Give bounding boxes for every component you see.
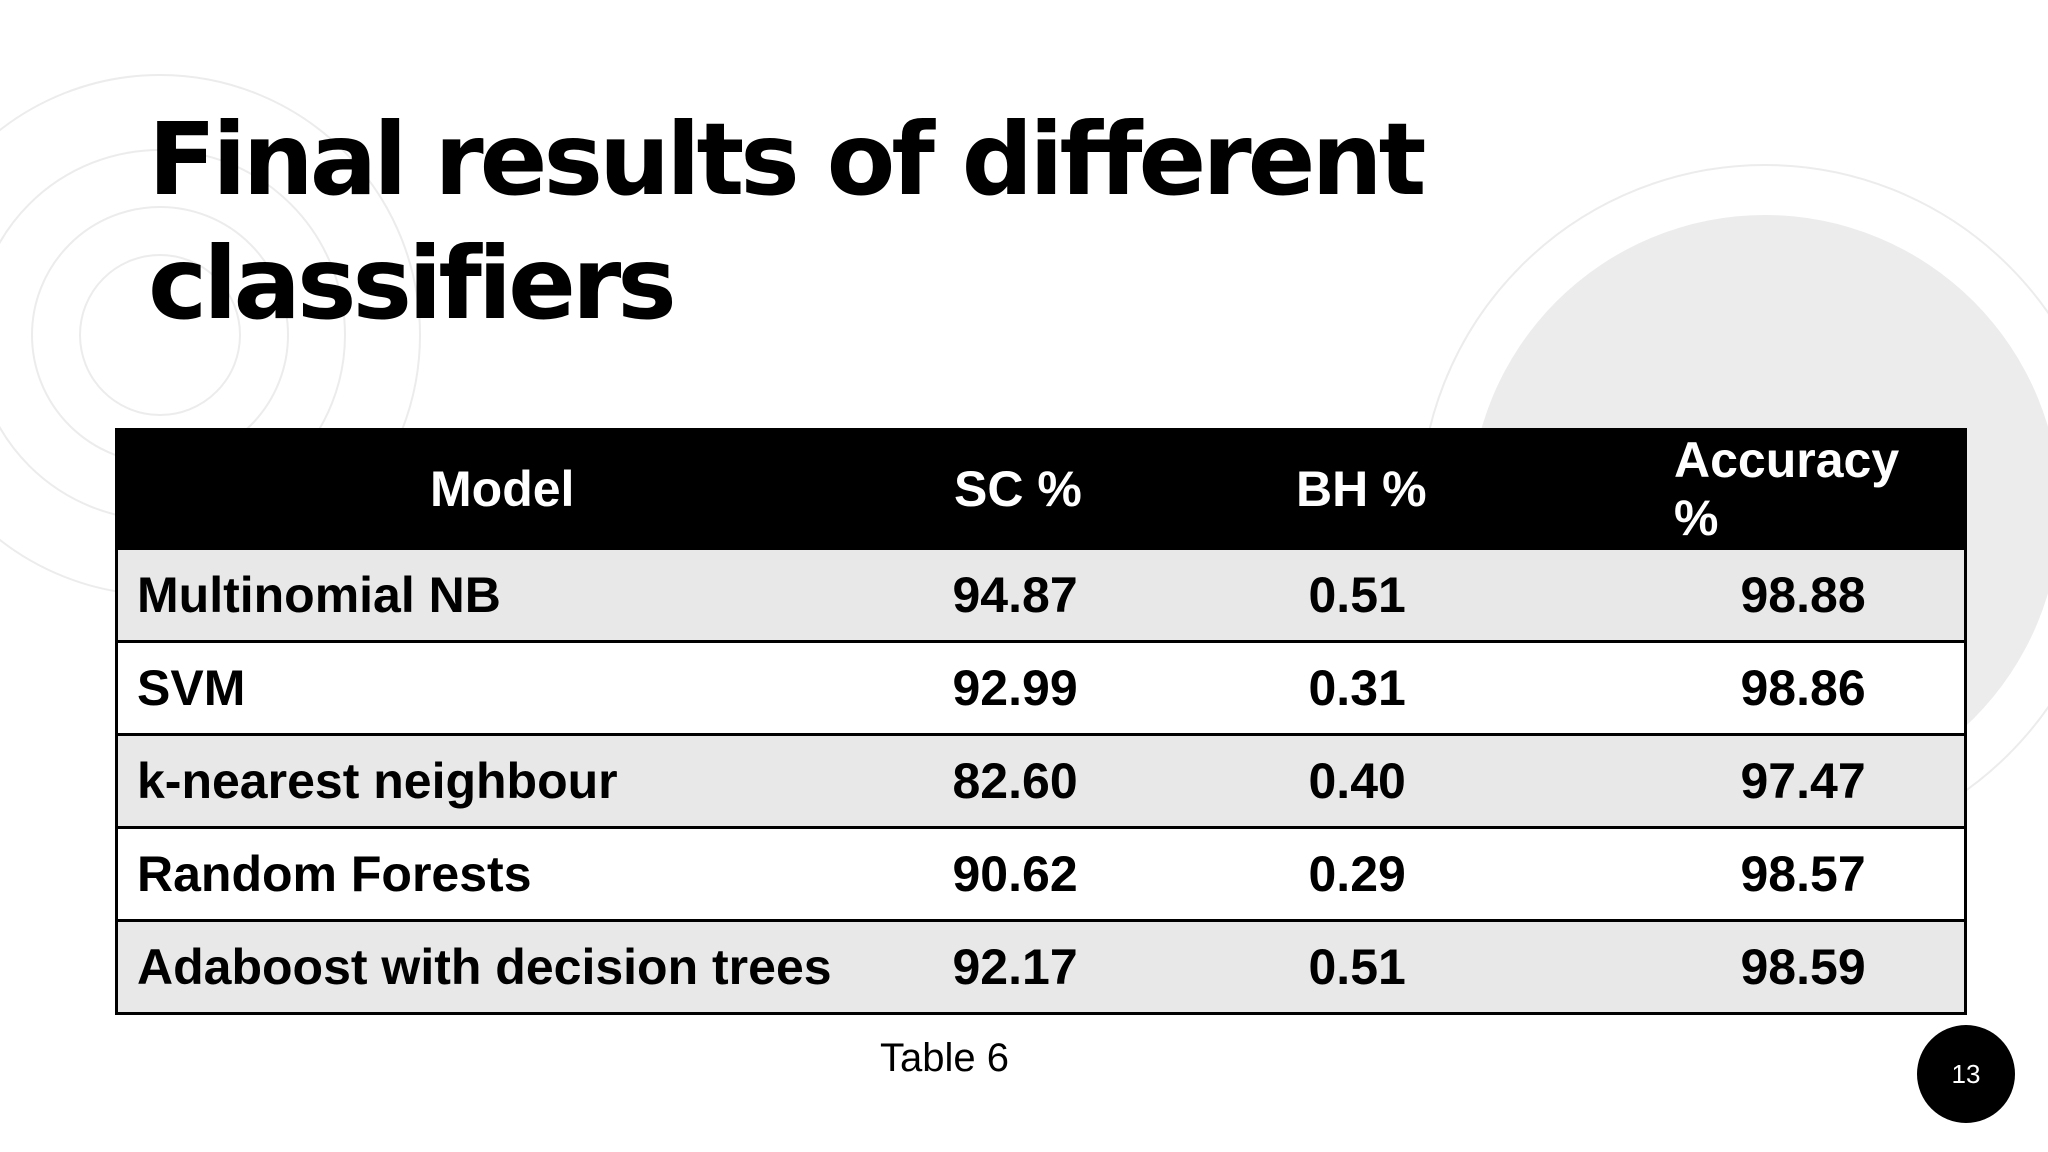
- model-cell: Multinomial NB: [115, 547, 937, 643]
- table-header-row: Model SC % BH % Accuracy %: [115, 428, 1967, 550]
- table-row: SVM 92.99 0.31 98.86: [115, 640, 1967, 736]
- sc-cell: 82.60: [936, 733, 1237, 829]
- accuracy-cell: 98.86: [1656, 640, 1967, 736]
- table-row: Random Forests 90.62 0.29 98.57: [115, 826, 1967, 922]
- column-header-bh: BH %: [1235, 428, 1658, 550]
- table-row: Multinomial NB 94.87 0.51 98.88: [115, 547, 1967, 643]
- sc-cell: 92.99: [936, 640, 1237, 736]
- accuracy-cell: 98.57: [1656, 826, 1967, 922]
- column-header-accuracy: Accuracy %: [1655, 428, 1967, 550]
- sc-cell: 92.17: [936, 919, 1237, 1015]
- bh-cell: 0.29: [1236, 826, 1657, 922]
- page-number: 13: [1951, 1058, 1981, 1089]
- model-cell: Adaboost with decision trees: [115, 919, 937, 1015]
- column-header-sc: SC %: [935, 428, 1238, 550]
- accuracy-cell: 98.88: [1656, 547, 1967, 643]
- column-header-model: Model: [115, 428, 938, 550]
- page-number-badge: 13: [1917, 1025, 2015, 1123]
- decor-ring: [79, 254, 241, 416]
- table-row: Adaboost with decision trees 92.17 0.51 …: [115, 919, 1967, 1015]
- bh-cell: 0.31: [1236, 640, 1657, 736]
- sc-cell: 90.62: [936, 826, 1237, 922]
- bh-cell: 0.51: [1236, 919, 1657, 1015]
- model-cell: Random Forests: [115, 826, 937, 922]
- bh-cell: 0.40: [1236, 733, 1657, 829]
- slide-title: Final results of different classifiers: [148, 101, 1426, 342]
- sc-cell: 94.87: [936, 547, 1237, 643]
- table-row: k-nearest neighbour 82.60 0.40 97.47: [115, 733, 1967, 829]
- results-table: Model SC % BH % Accuracy % Multinomial N…: [115, 428, 1967, 1015]
- model-cell: SVM: [115, 640, 937, 736]
- bh-cell: 0.51: [1236, 547, 1657, 643]
- model-cell: k-nearest neighbour: [115, 733, 937, 829]
- accuracy-cell: 98.59: [1656, 919, 1967, 1015]
- table-caption: Table 6: [880, 1036, 1009, 1080]
- accuracy-cell: 97.47: [1656, 733, 1967, 829]
